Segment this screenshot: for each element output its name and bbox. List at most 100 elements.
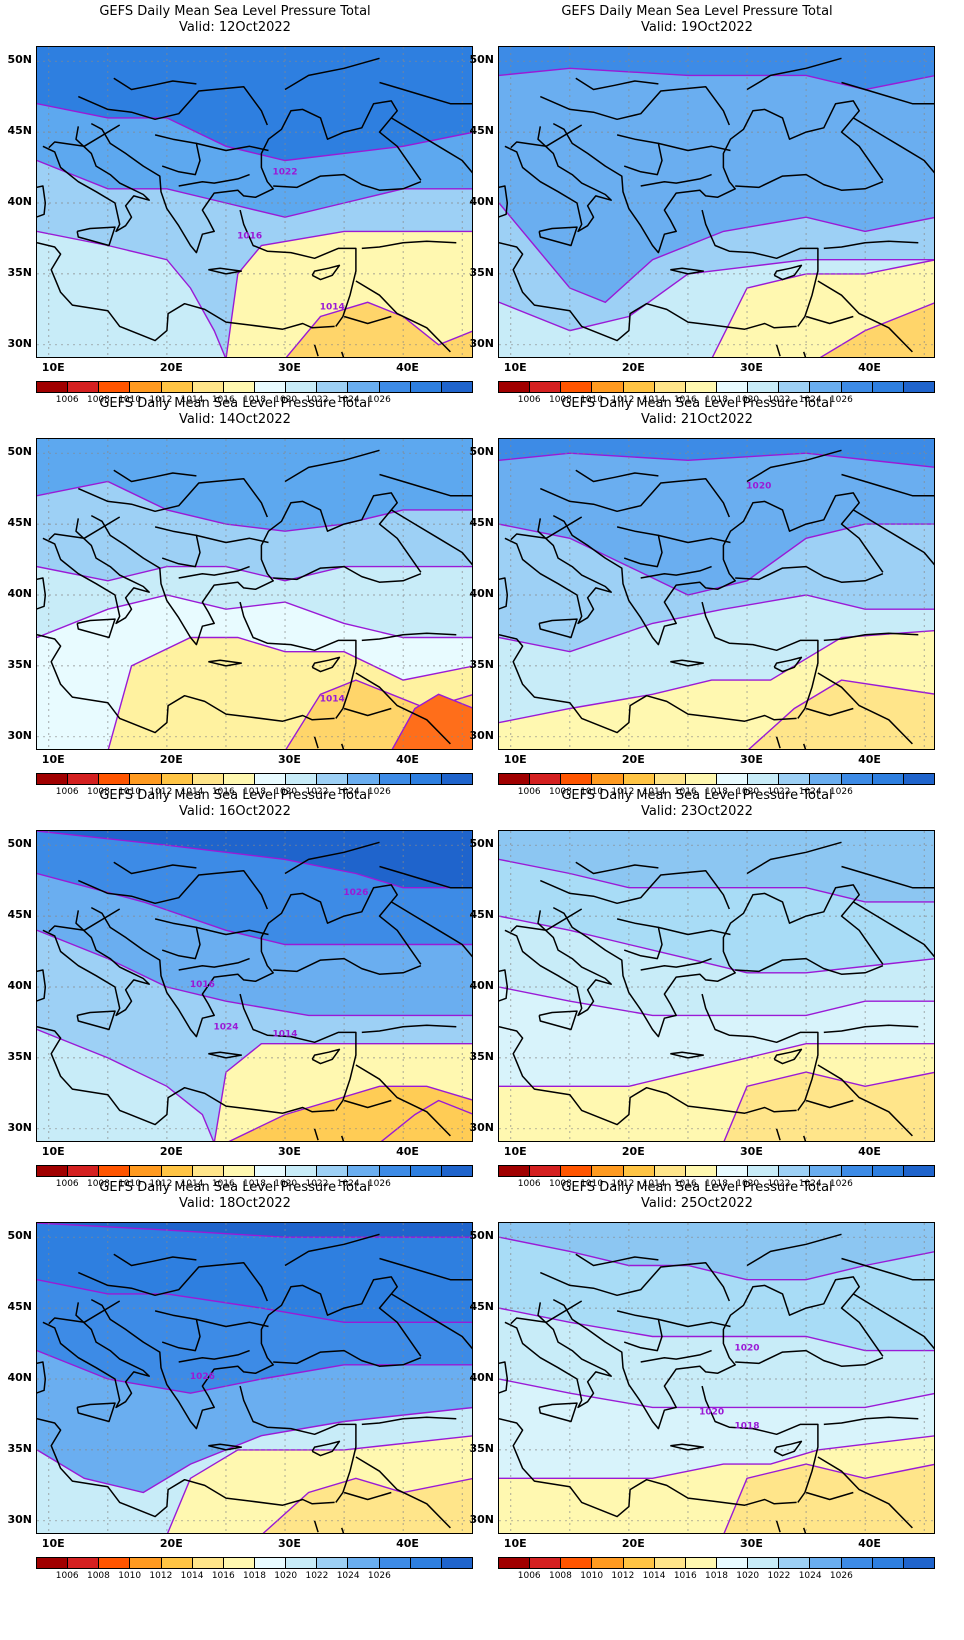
coastline xyxy=(817,1064,913,1137)
colorbar-swatch xyxy=(441,774,472,784)
isobar-line xyxy=(37,159,472,218)
longitude-label: 30E xyxy=(278,1145,301,1158)
coastline xyxy=(670,659,705,667)
coastline xyxy=(239,993,357,1111)
coastline xyxy=(552,884,884,1038)
latitude-label: 40N xyxy=(469,587,494,600)
colorbar-swatch xyxy=(623,1558,655,1568)
map-panel: GEFS Daily Mean Sea Level Pressure Total… xyxy=(462,0,935,405)
coastline xyxy=(658,926,731,936)
colorbar-label: 1024 xyxy=(336,787,360,797)
longitude-label: 10E xyxy=(41,1145,65,1158)
coastline xyxy=(355,672,451,745)
colorbar-label: 1014 xyxy=(180,787,204,797)
panel-title: GEFS Daily Mean Sea Level Pressure Total xyxy=(561,4,833,19)
colorbar-label: 1008 xyxy=(86,1179,110,1189)
colorbar-label: 1018 xyxy=(705,1571,728,1581)
colorbar-swatch xyxy=(99,382,131,392)
longitude-label: 40E xyxy=(858,1145,881,1158)
colorbar-label: 1008 xyxy=(86,1571,110,1581)
coastline xyxy=(817,672,913,745)
isobar-line xyxy=(37,831,472,889)
colorbar-swatch xyxy=(872,1166,904,1176)
colorbar-swatch xyxy=(561,1166,593,1176)
colorbar-label: 1022 xyxy=(305,1571,329,1581)
colorbar-swatch xyxy=(685,382,717,392)
contour-label: 1022 xyxy=(272,168,297,178)
coastline xyxy=(852,509,934,566)
coastline xyxy=(746,1233,842,1267)
coastline xyxy=(208,1051,243,1059)
coastline xyxy=(575,861,659,875)
panel-valid-date: Valid: 23Oct2022 xyxy=(641,804,753,819)
colorbar-label: 1006 xyxy=(517,1571,541,1581)
latitude-label: 35N xyxy=(469,657,494,671)
panel-title: GEFS Daily Mean Sea Level Pressure Total xyxy=(561,396,833,411)
longitude-label: 30E xyxy=(278,1537,301,1550)
coastline xyxy=(196,926,269,936)
colorbar-label: 1024 xyxy=(336,395,360,405)
colorbar-swatch xyxy=(592,1558,624,1568)
latitude-label: 35N xyxy=(7,1049,32,1063)
colorbar-swatch xyxy=(748,774,780,784)
colorbar-swatch xyxy=(192,774,224,784)
longitude-label: 40E xyxy=(396,1145,419,1158)
colorbar-label: 1020 xyxy=(736,1571,760,1581)
colorbar-swatch xyxy=(841,382,873,392)
coastline xyxy=(823,1024,919,1034)
coastline xyxy=(208,659,243,667)
coastline xyxy=(575,469,659,483)
colorbar-swatch xyxy=(130,382,162,392)
colorbar-label: 1024 xyxy=(336,1179,360,1189)
coastline xyxy=(313,344,319,357)
contour-label: 1020 xyxy=(699,1407,724,1417)
colorbar-swatch xyxy=(161,1558,193,1568)
longitude-label: 10E xyxy=(503,1145,527,1158)
coastline xyxy=(616,134,663,176)
coastline xyxy=(510,516,583,541)
coastline xyxy=(735,173,884,191)
pressure-band xyxy=(286,302,472,357)
colorbar-label: 1026 xyxy=(829,787,853,797)
coastline xyxy=(852,117,934,174)
colorbar-label: 1026 xyxy=(829,1571,853,1581)
colorbar-swatch xyxy=(379,774,411,784)
coastline xyxy=(773,264,803,281)
colorbar-swatch xyxy=(68,774,100,784)
coastline xyxy=(802,1135,807,1141)
panel-valid-date: Valid: 14Oct2022 xyxy=(179,412,291,427)
colorbar-label: 1012 xyxy=(611,395,635,405)
colorbar-swatch xyxy=(410,1558,442,1568)
colorbar-label: 1020 xyxy=(274,395,298,405)
contour-label: 1014 xyxy=(320,302,345,312)
coastline xyxy=(37,1025,335,1126)
coastline xyxy=(775,736,781,749)
colorbar-label: 1024 xyxy=(798,1179,822,1189)
colorbar-label: 1012 xyxy=(611,1179,635,1189)
latitude-label: 45N xyxy=(469,124,494,138)
colorbar-swatch xyxy=(68,1166,100,1176)
latitude-label: 35N xyxy=(469,1441,494,1455)
colorbar-label: 1026 xyxy=(367,1571,391,1581)
coastline xyxy=(196,142,269,152)
panel-valid-date: Valid: 16Oct2022 xyxy=(179,804,291,819)
colorbar-label: 1016 xyxy=(673,395,697,405)
colorbar-label: 1016 xyxy=(211,395,235,405)
coastline xyxy=(773,1048,803,1065)
coastline xyxy=(746,449,842,483)
coastline xyxy=(78,85,268,126)
pressure-band xyxy=(37,231,226,357)
colorbar-label: 1014 xyxy=(180,1571,204,1581)
coastline xyxy=(540,1261,730,1302)
coastline xyxy=(390,509,472,566)
colorbar-swatch xyxy=(254,1558,287,1568)
colorbar-swatch xyxy=(903,1166,934,1176)
coastline xyxy=(178,957,250,971)
isobar-line xyxy=(499,986,934,1017)
colorbar-swatch xyxy=(192,382,224,392)
coastline xyxy=(390,901,472,958)
coastline xyxy=(510,908,583,933)
coastline xyxy=(37,577,47,610)
colorbar-swatch xyxy=(286,1558,318,1568)
colorbar-swatch xyxy=(317,382,349,392)
